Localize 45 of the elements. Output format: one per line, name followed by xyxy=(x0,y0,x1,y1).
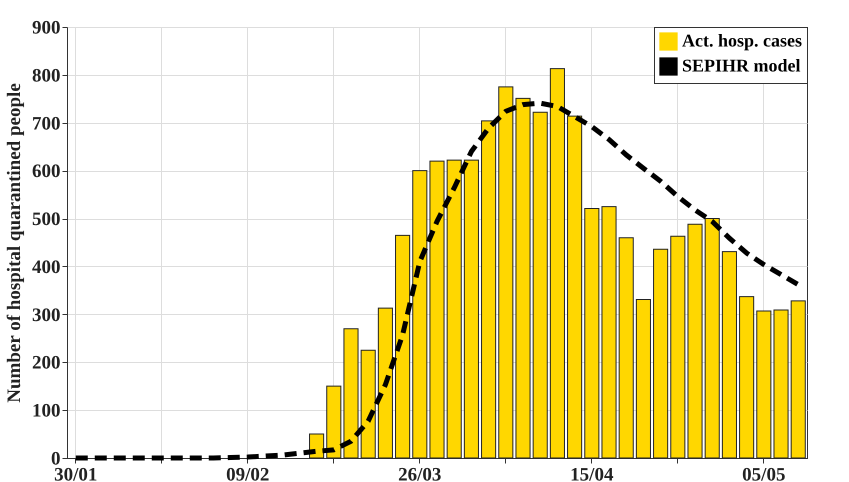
bar xyxy=(343,328,359,458)
bar xyxy=(412,170,428,458)
bar xyxy=(395,234,410,458)
legend-label: Act. hosp. cases xyxy=(682,30,802,50)
y-tick-label: 900 xyxy=(32,18,60,38)
y-tick-label: 400 xyxy=(32,256,60,278)
bar xyxy=(722,251,737,458)
bar xyxy=(618,237,634,458)
y-tick-label: 100 xyxy=(32,400,60,422)
bar xyxy=(790,300,806,458)
bar xyxy=(378,308,393,458)
legend-label: SEPIHR model xyxy=(682,56,801,76)
bar xyxy=(515,98,531,458)
x-tick-label: 09/02 xyxy=(226,464,270,482)
bar xyxy=(464,160,479,458)
bar xyxy=(481,120,496,458)
bar xyxy=(360,350,376,458)
y-axis-title: Number of hospital quarantined people xyxy=(4,83,25,403)
y-tick-label: 600 xyxy=(32,161,60,182)
bar xyxy=(532,112,548,458)
y-tick-label: 200 xyxy=(32,352,60,374)
y-tick-label: 800 xyxy=(32,65,60,86)
bar xyxy=(653,248,668,458)
bar xyxy=(687,224,703,458)
x-tick-label: 05/05 xyxy=(742,464,786,482)
bar xyxy=(756,310,772,458)
bar xyxy=(704,218,720,458)
bar xyxy=(584,208,600,458)
x-tick-label: 15/04 xyxy=(570,464,614,482)
bar xyxy=(429,160,445,458)
bar xyxy=(550,68,565,458)
bar xyxy=(773,310,789,458)
x-tick-label: 30/01 xyxy=(54,464,98,482)
y-tick-label: 300 xyxy=(32,304,60,326)
bar xyxy=(670,236,686,458)
y-tick-label: 500 xyxy=(32,209,60,230)
bar xyxy=(601,206,617,458)
bar xyxy=(739,296,754,458)
bar xyxy=(446,160,462,458)
x-tick-label: 26/03 xyxy=(398,464,442,482)
bar xyxy=(636,298,651,458)
bar xyxy=(567,116,582,458)
bar xyxy=(498,86,514,458)
y-tick-label: 700 xyxy=(32,113,60,134)
bar xyxy=(326,386,342,458)
